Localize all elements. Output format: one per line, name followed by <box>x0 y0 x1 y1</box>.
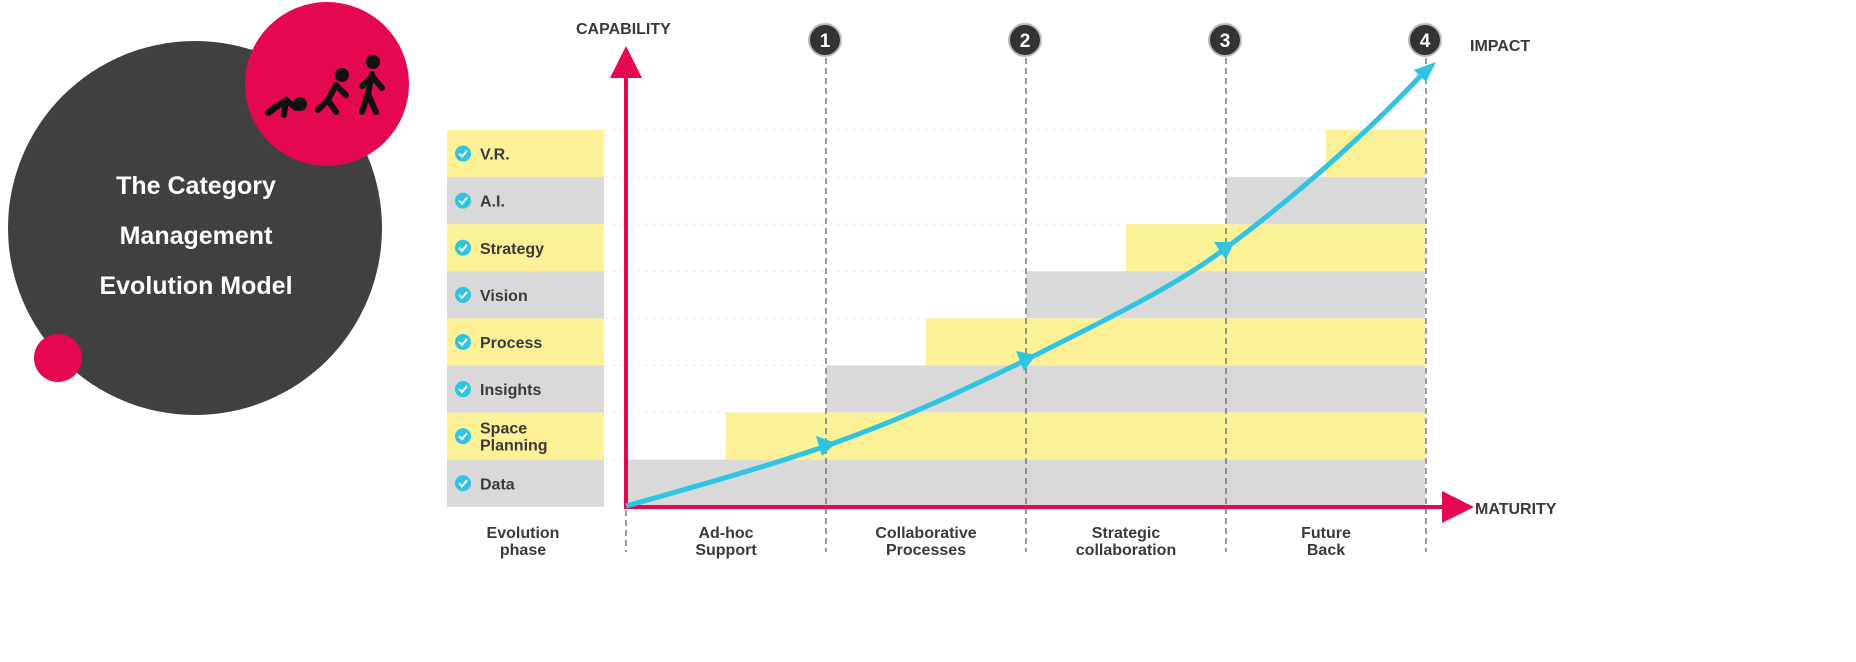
capability-label-cell <box>447 459 604 507</box>
curve-arrowhead <box>816 436 836 456</box>
phase-label: Ad-hoc <box>698 525 753 542</box>
accent-circle <box>245 2 409 166</box>
check-circle-icon <box>455 239 471 256</box>
check-circle-icon <box>455 286 471 303</box>
curve-arrowhead <box>1414 62 1436 82</box>
capability-bar <box>1126 224 1425 272</box>
phase-header: phase <box>500 542 546 559</box>
capability-label-cell <box>447 177 604 225</box>
phase-header: Evolution <box>487 525 560 542</box>
capability-bar <box>1226 177 1425 225</box>
capability-label-cell <box>447 130 604 178</box>
maturity-label: MATURITY <box>1475 501 1557 518</box>
milestone-number: 1 <box>820 31 831 52</box>
title-line: The Category <box>116 172 276 200</box>
capability-label-cell <box>447 271 604 319</box>
small-accent-circle <box>34 334 82 382</box>
capability-label: V.R. <box>480 147 510 164</box>
check-circle-icon <box>455 475 471 492</box>
capability-label: Space <box>480 421 527 438</box>
phase-label: Collaborative <box>875 525 976 542</box>
capability-label-cell <box>447 412 604 460</box>
milestone-number: 4 <box>1420 31 1431 52</box>
check-circle-icon <box>455 145 471 162</box>
human-evolution-icon <box>265 55 385 118</box>
capability-label: Vision <box>480 288 528 305</box>
capability-label-cell <box>447 318 604 366</box>
impact-label: IMPACT <box>1470 38 1530 55</box>
phase-label: Back <box>1307 542 1345 559</box>
capability-label: Data <box>480 476 515 493</box>
check-circle-icon <box>455 428 471 445</box>
check-circle-icon <box>455 381 471 398</box>
title-line: Evolution Model <box>99 272 292 300</box>
capability-label-cell <box>447 365 604 413</box>
milestone-number: 2 <box>1020 31 1031 52</box>
check-circle-icon <box>455 192 471 209</box>
phase-label: Future <box>1301 525 1351 542</box>
capability-label: Strategy <box>480 241 544 258</box>
curve-arrowhead <box>1214 242 1234 260</box>
milestone-badge: 2 <box>1008 23 1042 57</box>
title-line: Management <box>120 222 273 250</box>
phase-label: collaboration <box>1076 542 1176 559</box>
phase-label: Strategic <box>1092 525 1161 542</box>
capability-label-cell <box>447 224 604 272</box>
phase-label: Support <box>695 542 757 559</box>
capability-label: Process <box>480 335 542 352</box>
capability-bar <box>826 365 1425 413</box>
milestone-badge: 4 <box>1408 23 1442 57</box>
capability-label: A.I. <box>480 194 505 211</box>
milestone-badge: 1 <box>808 23 842 57</box>
capability-label: CAPABILITY <box>576 21 671 38</box>
capability-label: Insights <box>480 382 541 399</box>
check-circle-icon <box>455 333 471 350</box>
capability-label: Planning <box>480 438 548 455</box>
curve-arrowhead <box>1016 351 1036 371</box>
phase-label: Processes <box>886 542 966 559</box>
milestone-number: 3 <box>1220 31 1231 52</box>
capability-bar <box>926 318 1425 366</box>
milestone-badge: 3 <box>1208 23 1242 57</box>
capability-bar <box>726 412 1425 460</box>
